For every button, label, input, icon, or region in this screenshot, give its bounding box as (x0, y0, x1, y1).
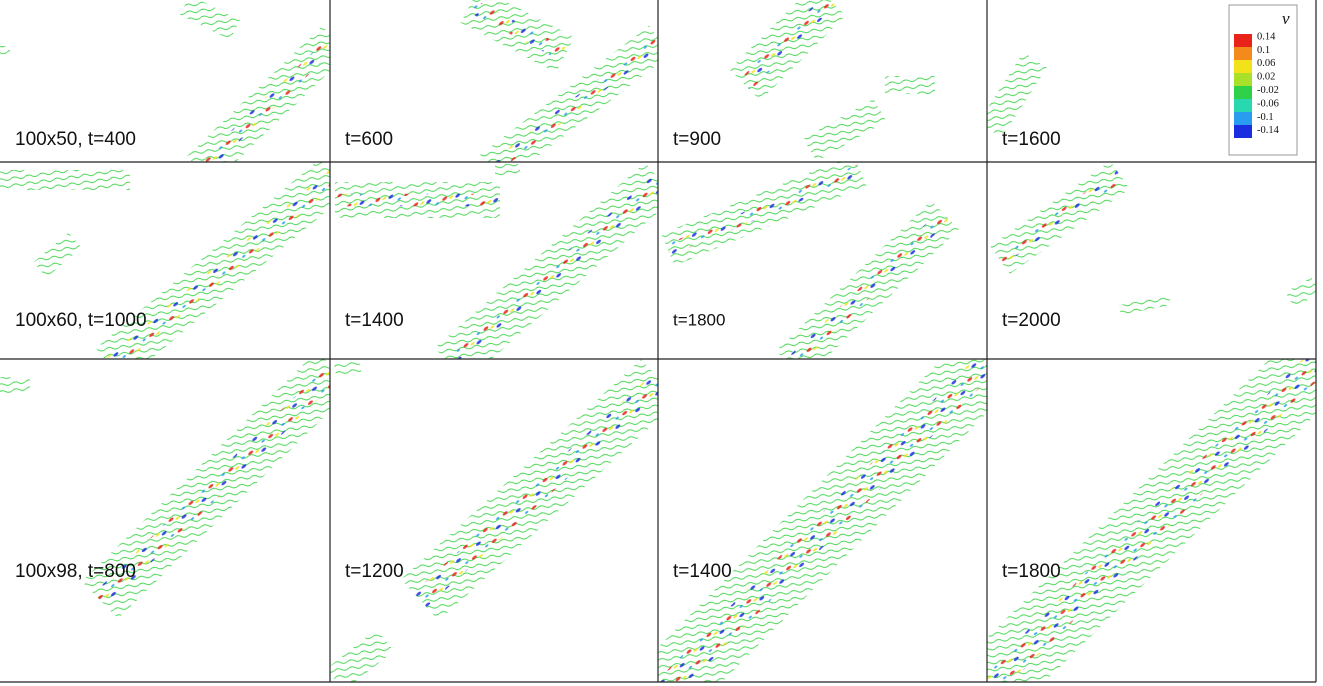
contour-band (33, 232, 82, 278)
legend-label: -0.02 (1257, 85, 1279, 96)
contour-band (180, 0, 240, 40)
legend-swatch (1234, 34, 1252, 47)
contour-core (413, 372, 658, 608)
contour-core (444, 173, 658, 359)
contour-band (330, 629, 394, 682)
contour-band (495, 164, 520, 176)
contour-core (105, 169, 330, 359)
contour-band (885, 76, 935, 94)
contour-core (93, 363, 330, 607)
panel-label: 100x98, t=800 (15, 561, 136, 582)
contour-band (987, 359, 1316, 682)
panel-contours (0, 359, 330, 619)
contour-band (0, 46, 10, 54)
legend-swatch (1234, 73, 1252, 86)
panel-contours (987, 359, 1316, 682)
legend-label: 0.06 (1257, 58, 1275, 69)
panel-contours (658, 359, 987, 682)
panel-contours (661, 162, 959, 359)
panel-label: 100x60, t=1000 (15, 310, 147, 331)
contour-band (987, 52, 1047, 138)
legend-label: 0.02 (1257, 72, 1275, 83)
contour-band (95, 162, 330, 359)
contour-band (186, 26, 330, 162)
contour-core (739, 0, 836, 91)
panel-contours (990, 162, 1316, 315)
legend-swatch (1234, 99, 1252, 112)
panel-contours (0, 0, 330, 162)
contour-core (466, 0, 569, 62)
contour-core (987, 359, 1316, 682)
contour-core (786, 209, 950, 359)
contour-band (479, 25, 658, 162)
contour-core (198, 35, 330, 162)
panel-label: t=2000 (1002, 310, 1061, 331)
legend-title: v (1282, 9, 1290, 28)
legend-label: 0.1 (1257, 45, 1270, 56)
legend-swatch (1234, 47, 1252, 60)
contour-band (1119, 295, 1171, 315)
panel-label: t=600 (345, 129, 393, 150)
panel-contours (729, 0, 935, 162)
panel-contours (0, 162, 330, 359)
panel-label: t=1400 (673, 561, 732, 582)
contour-core (665, 164, 863, 256)
contour-core (490, 34, 658, 162)
panel-contours (335, 162, 658, 359)
panel-label: t=1200 (345, 561, 404, 582)
panel-contours (330, 359, 658, 682)
panel-contours (987, 52, 1047, 138)
contour-band (803, 98, 887, 162)
contour-core (335, 193, 500, 207)
contour-core (996, 170, 1124, 265)
panel-label: t=900 (673, 129, 721, 150)
panel-label: t=1800 (673, 310, 725, 329)
legend-swatch (1234, 112, 1252, 125)
legend-label: -0.1 (1257, 112, 1274, 123)
colorbar-legend: v 0.14 0.1 0.06 0.02 -0.02 -0.06 -0.1 -0.14 (1228, 4, 1298, 156)
legend-swatch (1234, 60, 1252, 73)
legend-label: -0.14 (1257, 125, 1280, 136)
panel-label: t=1400 (345, 310, 404, 331)
legend-swatch (1234, 86, 1252, 99)
contour-band (0, 377, 30, 393)
legend-swatch (1234, 125, 1252, 138)
panel-label: t=1600 (1002, 129, 1061, 150)
contour-band (1285, 277, 1316, 308)
legend-label: -0.06 (1257, 98, 1279, 109)
panel-label: 100x50, t=400 (15, 129, 136, 150)
contour-band (0, 170, 130, 190)
contour-core (658, 359, 987, 682)
panel-label: t=1800 (1002, 561, 1061, 582)
contour-band (434, 162, 658, 359)
panel-contours (460, 0, 658, 162)
contour-band (333, 359, 362, 377)
panel-labels: 100x50, t=400 t=600 t=900 t=1600 100x60,… (15, 129, 1061, 582)
legend-label: 0.14 (1257, 31, 1276, 42)
